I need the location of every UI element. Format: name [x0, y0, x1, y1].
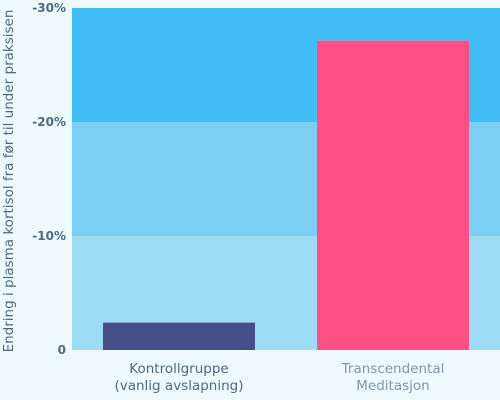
- bars: [103, 41, 469, 351]
- y-tick-label: -20%: [32, 115, 66, 129]
- x-category-label: Kontrollgruppe (vanlig avslapning): [114, 361, 243, 394]
- x-axis-categories: Kontrollgruppe (vanlig avslapning) Transce…: [114, 361, 444, 394]
- y-tick-label: -30%: [32, 1, 66, 15]
- y-axis-title: Endring i plasma kortisol fra før til un…: [1, 10, 17, 353]
- bar: [103, 322, 255, 350]
- bar: [317, 41, 469, 351]
- y-tick-label: -10%: [32, 229, 66, 243]
- x-category-label: Transcendental Meditasjon: [341, 361, 445, 394]
- y-axis-ticks: 0 -10% -20% -30%: [32, 1, 66, 357]
- y-tick-label: 0: [58, 343, 66, 357]
